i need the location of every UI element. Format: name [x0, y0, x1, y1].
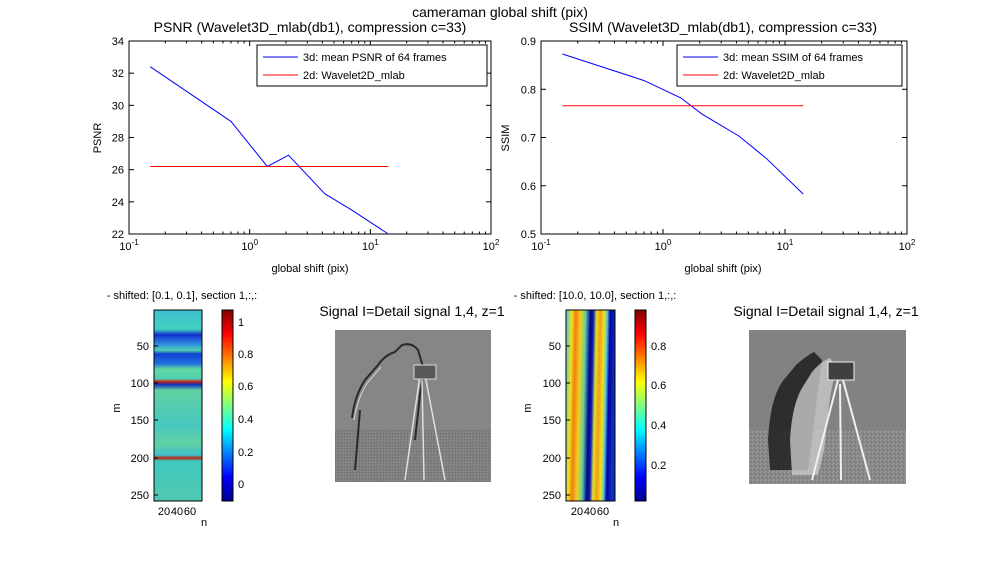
psnr-ytick-label: 24 [112, 197, 124, 209]
heatmap-1-colorbar-tick: 0.6 [238, 381, 253, 393]
psnr-legend-label-3d: 3d: mean PSNR of 64 frames [303, 52, 447, 64]
heatmap-2-title: - shifted: [10.0, 10.0], section 1,:,: [514, 290, 677, 302]
heatmap-2-colorbar-tick: 0.8 [651, 341, 666, 353]
heatmap-2-colorbar-ticks: 0.2 0.4 0.6 0.8 [651, 341, 666, 472]
psnr-ytick-label: 32 [112, 68, 124, 80]
heatmap-1-image [153, 309, 203, 502]
section-heatmap-1: - shifted: [0.1, 0.1], section 1,:,: 50 … [107, 290, 257, 529]
heatmap-1-colorbar-tick: 0 [238, 479, 244, 491]
psnr-xtick-label: 102 [483, 238, 500, 253]
heatmap-1-colorbar-tick: 0.2 [238, 447, 253, 459]
heatmap-1-colorbar-tick: 1 [238, 317, 244, 329]
psnr-xtick-label: 100 [241, 238, 258, 253]
ssim-xtick-label: 101 [777, 238, 794, 253]
heatmap-2-ytick: 150 [543, 415, 561, 427]
ssim-ytick-label: 0.9 [521, 36, 536, 48]
ssim-xtick-label: 10-1 [531, 238, 551, 253]
heatmap-2-ytick: 100 [543, 378, 561, 390]
heatmap-2-xtick: 60 [597, 506, 609, 518]
heatmap-1-xtick: 60 [184, 506, 196, 518]
ssim-ytick-label: 0.8 [521, 84, 536, 96]
psnr-ytick-label: 34 [112, 36, 124, 48]
psnr-ytick-label: 28 [112, 133, 124, 145]
heatmap-1-ytick: 200 [131, 453, 149, 465]
heatmap-1-colorbar-tick: 0.8 [238, 349, 253, 361]
detail-image-2-title: Signal I=Detail signal 1,4, z=1 [733, 303, 918, 319]
detail-image-2: Signal I=Detail signal 1,4, z=1 [733, 303, 919, 484]
heatmap-2-xtick: 20 [571, 506, 583, 518]
detail-image-1-figure-edge [351, 343, 426, 471]
ssim-ytick-label: 0.6 [521, 181, 536, 193]
psnr-xtick-label: 101 [362, 238, 379, 253]
psnr-xtick-label: 10-1 [119, 238, 139, 253]
ssim-legend-label-2d: 2d: Wavelet2D_mlab [723, 70, 825, 82]
heatmap-2-ytick: 50 [549, 341, 561, 353]
psnr-chart-title: PSNR (Wavelet3D_mlab(db1), compression c… [154, 19, 467, 35]
figure-suptitle: cameraman global shift (pix) [412, 4, 588, 20]
psnr-chart: PSNR (Wavelet3D_mlab(db1), compression c… [92, 19, 500, 275]
psnr-ytick-label: 30 [112, 100, 124, 112]
detail-image-1: Signal I=Detail signal 1,4, z=1 [319, 303, 505, 482]
heatmap-2-x-ticks: 20 40 60 [571, 506, 609, 518]
psnr-ytick-label: 22 [112, 229, 124, 241]
heatmap-2-colorbar-tick: 0.6 [651, 380, 666, 392]
heatmap-2-ytick: 200 [543, 453, 561, 465]
heatmap-2-y-ticks: 50 100 150 200 250 [543, 341, 570, 502]
heatmap-1-x-axis-label: n [201, 517, 207, 529]
ssim-y-axis-label: SSIM [500, 125, 512, 152]
ssim-chart-title: SSIM (Wavelet3D_mlab(db1), compression c… [569, 19, 877, 35]
ssim-x-axis-label: global shift (pix) [684, 263, 761, 275]
heatmap-2-image [565, 309, 616, 502]
ssim-legend-label-3d: 3d: mean SSIM of 64 frames [723, 52, 864, 64]
detail-image-1-tripod [404, 374, 446, 481]
psnr-legend-label-2d: 2d: Wavelet2D_mlab [303, 70, 405, 82]
heatmap-1-xtick: 20 [158, 506, 170, 518]
heatmap-1-ytick: 150 [131, 415, 149, 427]
heatmap-1-xtick: 40 [171, 506, 183, 518]
heatmap-2-colorbar-tick: 0.4 [651, 420, 666, 432]
psnr-series-line-3d [149, 66, 389, 235]
ssim-legend: 3d: mean SSIM of 64 frames 2d: Wavelet2D… [676, 44, 903, 87]
heatmap-1-colorbar [221, 309, 234, 502]
heatmap-2-colorbar-tick: 0.2 [651, 460, 666, 472]
heatmap-1-y-ticks: 50 100 150 200 250 [131, 341, 158, 502]
detail-image-2-figure-highlight [790, 358, 836, 475]
ssim-chart: SSIM (Wavelet3D_mlab(db1), compression c… [500, 19, 916, 275]
heatmap-2-ytick: 250 [543, 490, 561, 502]
heatmap-1-ytick: 100 [131, 378, 149, 390]
heatmap-1-colorbar-ticks: 0 0.2 0.4 0.6 0.8 1 [238, 317, 253, 491]
heatmap-2-y-axis-label: m [522, 403, 534, 412]
heatmap-2-colorbar [634, 309, 647, 502]
detail-image-1-title: Signal I=Detail signal 1,4, z=1 [319, 303, 504, 319]
heatmap-1-x-ticks: 20 40 60 [158, 506, 196, 518]
heatmap-1-ytick: 250 [131, 490, 149, 502]
heatmap-2-x-axis-label: n [613, 517, 619, 529]
heatmap-1-colorbar-tick: 0.4 [238, 414, 253, 426]
psnr-legend: 3d: mean PSNR of 64 frames 2d: Wavelet2D… [256, 44, 488, 87]
detail-image-2-tripod [811, 379, 871, 481]
section-heatmap-2: - shifted: [10.0, 10.0], section 1,:,: 5… [514, 290, 677, 529]
ssim-ytick-label: 0.5 [521, 229, 536, 241]
ssim-ytick-label: 0.7 [521, 133, 536, 145]
psnr-y-axis-label: PSNR [92, 123, 104, 154]
ssim-xtick-label: 100 [655, 238, 672, 253]
heatmap-1-title: - shifted: [0.1, 0.1], section 1,:,: [107, 290, 257, 302]
ssim-xtick-label: 102 [899, 238, 916, 253]
psnr-x-axis-label: global shift (pix) [271, 263, 348, 275]
heatmap-1-ytick: 50 [137, 341, 149, 353]
heatmap-2-xtick: 40 [584, 506, 596, 518]
psnr-ytick-label: 26 [112, 165, 124, 177]
ssim-series-line-3d [562, 53, 804, 195]
heatmap-1-y-axis-label: m [111, 403, 123, 412]
